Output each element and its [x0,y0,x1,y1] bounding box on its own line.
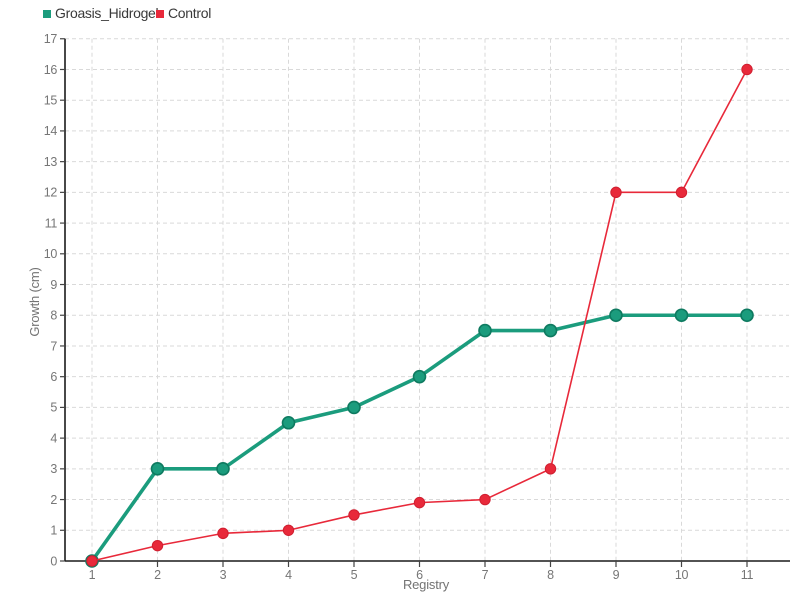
legend-swatch-groasis-hidrogel [43,10,51,18]
x-tick-label: 6 [416,568,423,582]
y-tick-label: 5 [50,401,57,415]
y-tick-label: 3 [50,462,57,476]
legend-label-groasis-hidrogel: Groasis_Hidrogel [55,5,159,21]
data-point-control-x9 [610,186,622,199]
y-tick-label: 1 [50,524,57,538]
x-tick-label: 11 [741,568,754,582]
grid-lines [65,38,789,561]
data-point-groasis_hidrogel-x6 [412,369,427,384]
legend: Groasis_Hidrogel Control [43,5,212,21]
data-point-groasis_hidrogel-x5 [347,400,361,415]
legend-swatch-control [156,10,164,18]
y-tick-label: 6 [50,370,57,384]
x-tick-label: 2 [154,568,161,582]
data-point-control-x3 [217,527,229,540]
data-point-groasis_hidrogel-x2 [150,462,165,476]
data-point-control-x1 [86,555,98,567]
y-tick-label: 15 [44,94,58,108]
data-point-groasis_hidrogel-x7 [478,323,492,338]
data-point-groasis_hidrogel-x4 [281,415,296,430]
data-point-groasis_hidrogel-x8 [543,323,558,338]
axes [60,38,790,567]
data-point-control-x5 [348,509,360,521]
data-series [85,63,754,568]
data-point-control-x8 [544,463,557,475]
data-point-control-x2 [151,539,164,552]
data-point-control-x7 [479,493,491,506]
y-axis-title: Growth (cm) [27,267,42,336]
x-tick-label: 1 [89,568,96,582]
y-tick-label: 11 [45,216,58,230]
data-point-control-x10 [675,186,688,199]
data-point-control-x4 [282,524,295,536]
data-point-groasis_hidrogel-x3 [216,462,230,476]
legend-label-control: Control [168,5,211,21]
y-tick-label: 16 [44,63,58,77]
x-tick-label: 5 [351,568,358,582]
y-tick-label: 0 [50,554,57,568]
x-tick-label: 7 [482,568,489,582]
x-tick-label: 4 [285,568,292,582]
data-point-groasis_hidrogel-x9 [609,308,623,323]
y-tick-label: 2 [50,493,57,507]
x-tick-label: 10 [675,568,689,582]
data-point-control-x11 [741,63,753,76]
y-tick-label: 10 [44,247,58,261]
data-point-control-x6 [413,496,426,509]
x-tick-label: 9 [613,568,620,582]
y-tick-label: 14 [44,124,58,138]
y-tick-label: 9 [50,278,57,292]
y-tick-label: 4 [50,431,57,445]
y-tick-label: 7 [50,339,57,353]
y-tick-label: 12 [44,186,58,200]
x-tick-label: 8 [547,568,554,582]
y-tick-label: 13 [44,155,58,169]
y-tick-label: 17 [44,32,58,46]
y-tick-label: 8 [50,309,57,323]
data-point-groasis_hidrogel-x11 [740,308,754,323]
x-axis-title: Registry [403,577,450,592]
data-point-groasis_hidrogel-x10 [674,308,689,323]
x-tick-label: 3 [220,568,227,582]
